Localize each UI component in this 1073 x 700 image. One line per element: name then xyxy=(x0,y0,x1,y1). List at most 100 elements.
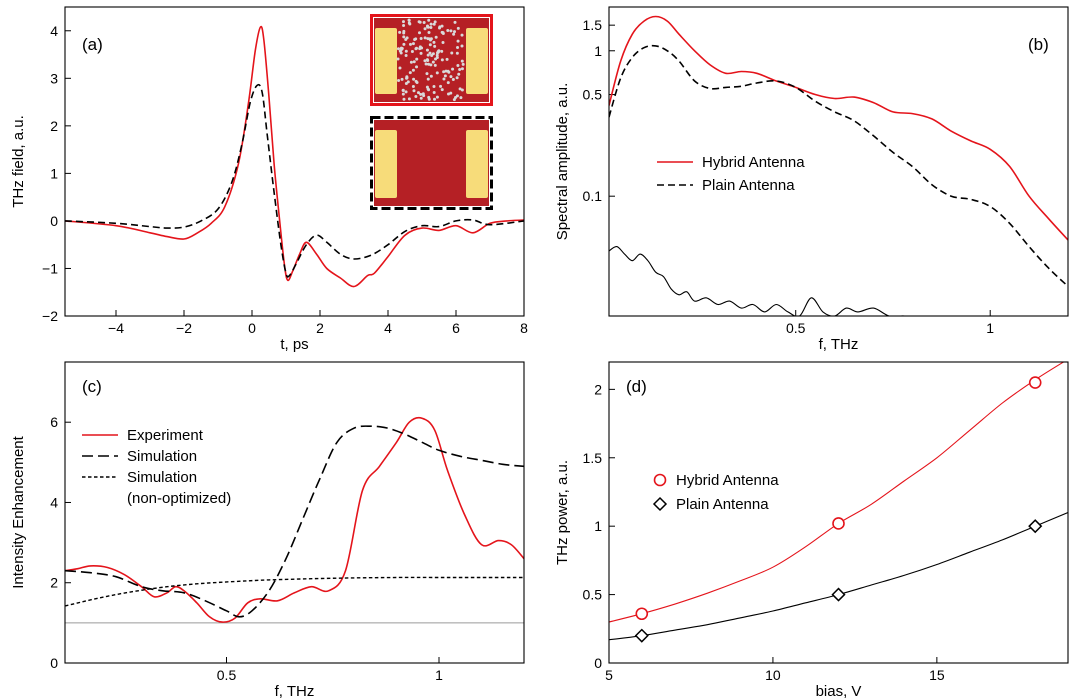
hybrid-antenna-image-particle xyxy=(404,81,408,85)
hybrid-antenna-image-particle xyxy=(460,44,464,48)
hybrid-antenna-image-particle xyxy=(446,29,450,33)
hybrid-antenna-image-particle xyxy=(405,36,409,40)
hybrid-antenna-image-particle xyxy=(451,77,455,81)
hybrid-antenna-image-electrode-left xyxy=(375,28,397,94)
hybrid-antenna-image-particle xyxy=(407,97,411,101)
hybrid-antenna-image-particle xyxy=(414,79,418,83)
hybrid-antenna-image-particle xyxy=(451,67,455,71)
series-line-b-1 xyxy=(609,44,1068,287)
hybrid-antenna-image-particle xyxy=(412,89,416,93)
hybrid-antenna-image-particle xyxy=(458,68,462,72)
y-axis-label-d: THz power, a.u. xyxy=(554,460,571,565)
hybrid-antenna-image-particle xyxy=(411,84,415,88)
y-tick-label-c: 0 xyxy=(50,655,58,671)
y-tick-label-d: 1 xyxy=(594,518,602,534)
hybrid-antenna-image-particle xyxy=(396,47,400,51)
hybrid-antenna-image-particle xyxy=(423,27,427,31)
hybrid-antenna-image-particle xyxy=(412,60,416,64)
hybrid-antenna-image-particle xyxy=(459,96,463,100)
hybrid-antenna-image-particle xyxy=(422,21,426,25)
series-line-b-2 xyxy=(609,246,907,316)
x-tick-label-a: 4 xyxy=(384,320,392,336)
y-tick-label-c: 6 xyxy=(50,414,58,430)
hybrid-antenna-image-particle xyxy=(402,97,406,101)
hybrid-antenna-image-particle xyxy=(460,88,464,92)
hybrid-antenna-image-particle xyxy=(456,39,460,43)
hybrid-antenna-image-particle xyxy=(449,29,453,33)
hybrid-antenna-image-particle xyxy=(401,20,405,24)
y-axis-label-b: Spectral amplitude, a.u. xyxy=(554,83,571,241)
series-line-c-2 xyxy=(65,576,524,607)
hybrid-antenna-image-particle xyxy=(435,71,439,75)
y-axis-label-a: THz field, a.u. xyxy=(10,115,27,208)
hybrid-antenna-image-particle xyxy=(419,96,423,100)
series-line-c-0 xyxy=(65,416,524,623)
plain-antenna-image xyxy=(370,116,493,210)
hybrid-antenna-image-particle xyxy=(458,87,462,91)
hybrid-antenna-image-particle xyxy=(427,18,431,22)
hybrid-antenna-image-particle xyxy=(426,87,430,91)
hybrid-antenna-image-particle xyxy=(452,30,456,34)
hybrid-antenna-image-particle xyxy=(435,53,439,57)
hybrid-antenna-image-particle xyxy=(411,42,415,46)
plain-antenna-image-border xyxy=(370,116,493,210)
x-tick-label-b: 0.5 xyxy=(786,320,806,336)
hybrid-antenna-image-particle xyxy=(410,49,414,53)
hybrid-antenna-image-particle xyxy=(432,84,436,88)
hybrid-antenna-image-particle xyxy=(407,21,411,25)
legend-marker-d-1 xyxy=(652,496,668,512)
series-line-c-1 xyxy=(65,425,524,618)
series-line-a-1 xyxy=(65,83,524,278)
hybrid-antenna-image-particle xyxy=(418,45,422,49)
data-point-d-0 xyxy=(1028,376,1042,389)
x-tick-label-d: 15 xyxy=(929,667,945,683)
hybrid-antenna-image-particle xyxy=(450,51,454,55)
y-tick-label-c: 4 xyxy=(50,494,58,510)
hybrid-antenna-image-particle xyxy=(442,70,446,74)
hybrid-antenna-image-particle xyxy=(428,51,432,55)
hybrid-antenna-image-particle xyxy=(449,75,453,79)
hybrid-antenna-image-particle xyxy=(460,59,464,63)
x-axis-label-c: f, THz xyxy=(275,683,315,700)
hybrid-antenna-image-particle xyxy=(414,95,418,99)
x-tick-label-d: 5 xyxy=(605,667,613,683)
hybrid-antenna-image-particle xyxy=(434,35,438,39)
x-tick-label-a: 0 xyxy=(248,320,256,336)
hybrid-antenna-image-particle xyxy=(426,53,430,57)
hybrid-antenna-image-particle xyxy=(427,97,431,101)
y-tick-label-b: 0.1 xyxy=(583,188,603,204)
plain-antenna-image-electrode-left xyxy=(375,130,397,198)
hybrid-antenna-image-particle xyxy=(435,56,439,60)
hybrid-antenna-image-particle xyxy=(427,62,431,66)
hybrid-antenna-image-particle xyxy=(405,75,409,79)
y-tick-label-a: −1 xyxy=(42,260,58,276)
fit-line-d-0 xyxy=(609,362,1065,623)
hybrid-antenna-image-particle xyxy=(400,77,404,81)
y-tick-label-b: 1.5 xyxy=(583,17,603,33)
hybrid-antenna-image-particle xyxy=(428,43,432,47)
hybrid-antenna-image-particle xyxy=(418,31,422,35)
hybrid-antenna-image-particle xyxy=(402,23,406,27)
panel-label-c: (c) xyxy=(82,377,102,396)
hybrid-antenna-image-particle xyxy=(419,92,423,96)
hybrid-antenna-image-particle xyxy=(411,68,415,72)
hybrid-antenna-image-particle xyxy=(433,97,437,101)
hybrid-antenna-image-particle xyxy=(431,60,435,64)
plain-antenna-image-electrode-right xyxy=(466,130,488,198)
hybrid-antenna-image-particle xyxy=(456,63,460,67)
hybrid-antenna-image-border xyxy=(370,14,493,106)
hybrid-antenna-image-particle xyxy=(414,46,418,50)
hybrid-antenna-image-particle xyxy=(425,48,429,52)
hybrid-antenna-image-particle xyxy=(460,67,464,71)
hybrid-antenna-image-particle xyxy=(399,46,403,50)
plot-frame-c xyxy=(64,361,525,664)
y-tick-label-a: −2 xyxy=(42,308,58,324)
plot-frame-d xyxy=(608,361,1069,664)
hybrid-antenna-image-particle xyxy=(429,25,433,29)
y-tick-label-d: 1.5 xyxy=(583,450,603,466)
hybrid-antenna-image-particle xyxy=(425,72,429,76)
hybrid-antenna-image-particle xyxy=(404,54,408,58)
hybrid-antenna-image-particle xyxy=(398,66,402,70)
legend-marker-d-0 xyxy=(653,473,667,487)
